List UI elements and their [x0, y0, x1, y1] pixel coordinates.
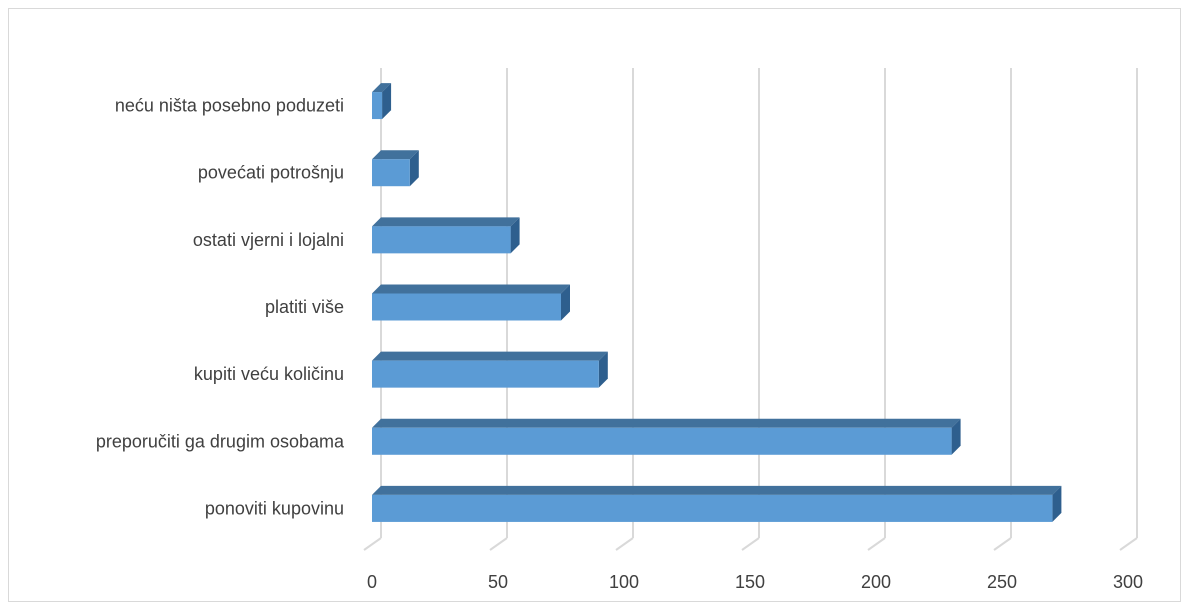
bar-top-face	[372, 485, 1062, 495]
bar-side-face	[1052, 485, 1062, 522]
bar	[372, 150, 419, 187]
floor-line	[489, 537, 508, 551]
x-tick-label: 0	[367, 572, 377, 592]
bar	[372, 284, 570, 321]
bar	[372, 217, 520, 254]
bar-top-face	[372, 150, 419, 160]
bar-side-face	[382, 83, 392, 120]
x-tick-label: 50	[488, 572, 508, 592]
bar-front-face	[372, 427, 952, 455]
category-label: neću ništa posebno poduzeti	[115, 96, 344, 116]
bar-layer	[372, 83, 1062, 522]
category-label: ostati vjerni i lojalni	[193, 230, 344, 250]
bar-side-face	[561, 284, 570, 321]
bar-side-face	[409, 150, 419, 187]
category-label: preporučiti ga drugim osobama	[96, 431, 345, 451]
bar	[372, 418, 961, 455]
bar	[372, 485, 1062, 522]
x-axis-tick-labels: 0 50 100 150 200 250 300	[367, 572, 1143, 592]
category-label: ponoviti kupovinu	[205, 498, 344, 518]
category-label: kupiti veću količinu	[194, 364, 344, 384]
bar-front-face	[372, 92, 383, 120]
floor-line	[867, 537, 886, 551]
bar-front-face	[372, 159, 410, 187]
bar-top-face	[372, 217, 520, 227]
bar-top-face	[372, 351, 608, 361]
category-labels: neću ništa posebno poduzeti povećati potr…	[96, 96, 345, 519]
bar-top-face	[372, 83, 392, 93]
bar-front-face	[372, 360, 599, 388]
bar-side-face	[510, 217, 520, 254]
category-label: platiti više	[265, 297, 344, 317]
x-tick-label: 150	[735, 572, 765, 592]
floor-line	[615, 537, 634, 551]
grid-layer	[363, 68, 1138, 551]
bar-top-face	[372, 418, 961, 428]
floor-line	[741, 537, 760, 551]
bar-front-face	[372, 494, 1053, 522]
bar-top-face	[372, 284, 570, 294]
bar	[372, 83, 392, 120]
floor-line	[1119, 537, 1138, 551]
bar-front-face	[372, 226, 511, 254]
x-tick-label: 200	[861, 572, 891, 592]
x-tick-label: 250	[987, 572, 1017, 592]
bar-side-face	[598, 351, 608, 388]
bar-side-face	[951, 418, 961, 455]
x-tick-label: 100	[609, 572, 639, 592]
category-label: povećati potrošnju	[198, 163, 344, 183]
bar-front-face	[372, 293, 561, 321]
floor-line	[363, 537, 382, 551]
bar	[372, 351, 608, 388]
x-tick-label: 300	[1113, 572, 1143, 592]
floor-line	[993, 537, 1012, 551]
